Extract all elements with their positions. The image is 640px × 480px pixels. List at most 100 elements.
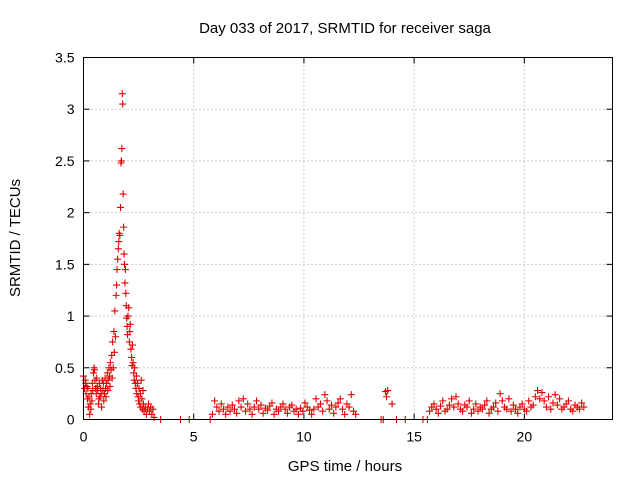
data-points <box>80 90 588 423</box>
data-point <box>131 364 139 372</box>
data-point <box>208 410 216 418</box>
data-point <box>467 409 475 417</box>
data-point <box>336 395 344 403</box>
data-point <box>270 410 278 418</box>
data-point <box>239 395 247 403</box>
x-axis-label: GPS time / hours <box>288 458 402 475</box>
data-point <box>121 279 129 287</box>
data-point <box>124 312 132 320</box>
data-point <box>237 403 245 411</box>
data-point <box>125 304 133 312</box>
y-axis-label: SRMTID / TECUs <box>7 179 24 297</box>
data-point <box>217 400 225 408</box>
data-point <box>454 400 462 408</box>
y-tick-label: 2.5 <box>55 153 75 169</box>
data-point <box>485 409 493 417</box>
data-point <box>498 397 506 405</box>
data-point <box>96 393 104 401</box>
data-point <box>268 399 276 407</box>
data-point <box>132 372 140 380</box>
data-point <box>301 399 309 407</box>
data-point <box>474 407 482 415</box>
data-point <box>128 353 136 361</box>
data-point <box>110 348 118 356</box>
data-point <box>432 405 440 413</box>
data-point <box>292 405 300 413</box>
data-point <box>134 379 142 387</box>
data-point <box>120 250 128 258</box>
data-point <box>439 397 447 405</box>
data-point <box>578 399 586 407</box>
y-tick-label: 1.5 <box>55 256 75 272</box>
data-point <box>312 395 320 403</box>
grid-layer <box>83 57 613 420</box>
data-point <box>443 405 451 413</box>
data-point <box>113 281 121 289</box>
data-point <box>332 403 340 411</box>
data-point <box>109 364 117 372</box>
data-point <box>483 397 491 405</box>
data-point <box>540 397 548 405</box>
data-point <box>545 393 553 401</box>
data-point <box>113 266 121 274</box>
data-point <box>481 401 489 409</box>
data-point <box>564 397 572 405</box>
data-point <box>121 266 129 274</box>
data-point <box>470 405 478 413</box>
data-point <box>244 400 252 408</box>
data-point <box>275 407 283 415</box>
data-point <box>149 405 157 413</box>
data-point <box>465 397 473 405</box>
data-point <box>104 387 112 395</box>
data-point <box>255 405 263 413</box>
data-point <box>437 402 445 410</box>
data-point <box>542 403 550 411</box>
data-point <box>445 401 453 409</box>
data-point <box>257 401 265 409</box>
data-point <box>505 395 513 403</box>
data-point <box>250 403 258 411</box>
data-point <box>115 238 123 246</box>
data-point <box>430 400 438 408</box>
data-point <box>224 403 232 411</box>
data-point <box>531 393 539 401</box>
y-tick-label: 3.5 <box>55 50 75 66</box>
data-point <box>489 403 497 411</box>
data-point <box>426 407 434 415</box>
data-point <box>235 397 243 405</box>
data-point <box>109 338 117 346</box>
data-point <box>345 403 353 411</box>
y-tick-label: 0.5 <box>55 360 75 376</box>
data-point <box>111 307 119 315</box>
data-point <box>233 409 241 417</box>
data-point <box>100 390 108 398</box>
data-point <box>299 407 307 415</box>
data-point <box>119 190 127 198</box>
data-point <box>125 338 133 346</box>
data-point <box>126 320 134 328</box>
data-point <box>450 403 458 411</box>
data-point <box>114 245 122 253</box>
data-point <box>248 410 256 418</box>
data-point <box>120 260 128 268</box>
data-point <box>305 406 313 414</box>
data-point <box>122 289 130 297</box>
y-tick-label: 0 <box>67 412 75 428</box>
data-point <box>549 399 557 407</box>
data-point <box>86 400 94 408</box>
data-point <box>118 145 126 153</box>
x-tick-label: 15 <box>406 429 422 445</box>
data-point <box>111 333 119 341</box>
data-point <box>507 407 515 415</box>
data-point <box>580 403 588 411</box>
data-point <box>556 395 564 403</box>
plot-frame <box>83 57 613 420</box>
x-tick-label: 20 <box>517 429 533 445</box>
data-point <box>102 393 110 401</box>
data-point <box>84 384 92 392</box>
data-point <box>325 405 333 413</box>
data-point <box>219 405 227 413</box>
data-point <box>103 379 111 387</box>
data-point <box>512 405 520 413</box>
data-point <box>478 405 486 413</box>
